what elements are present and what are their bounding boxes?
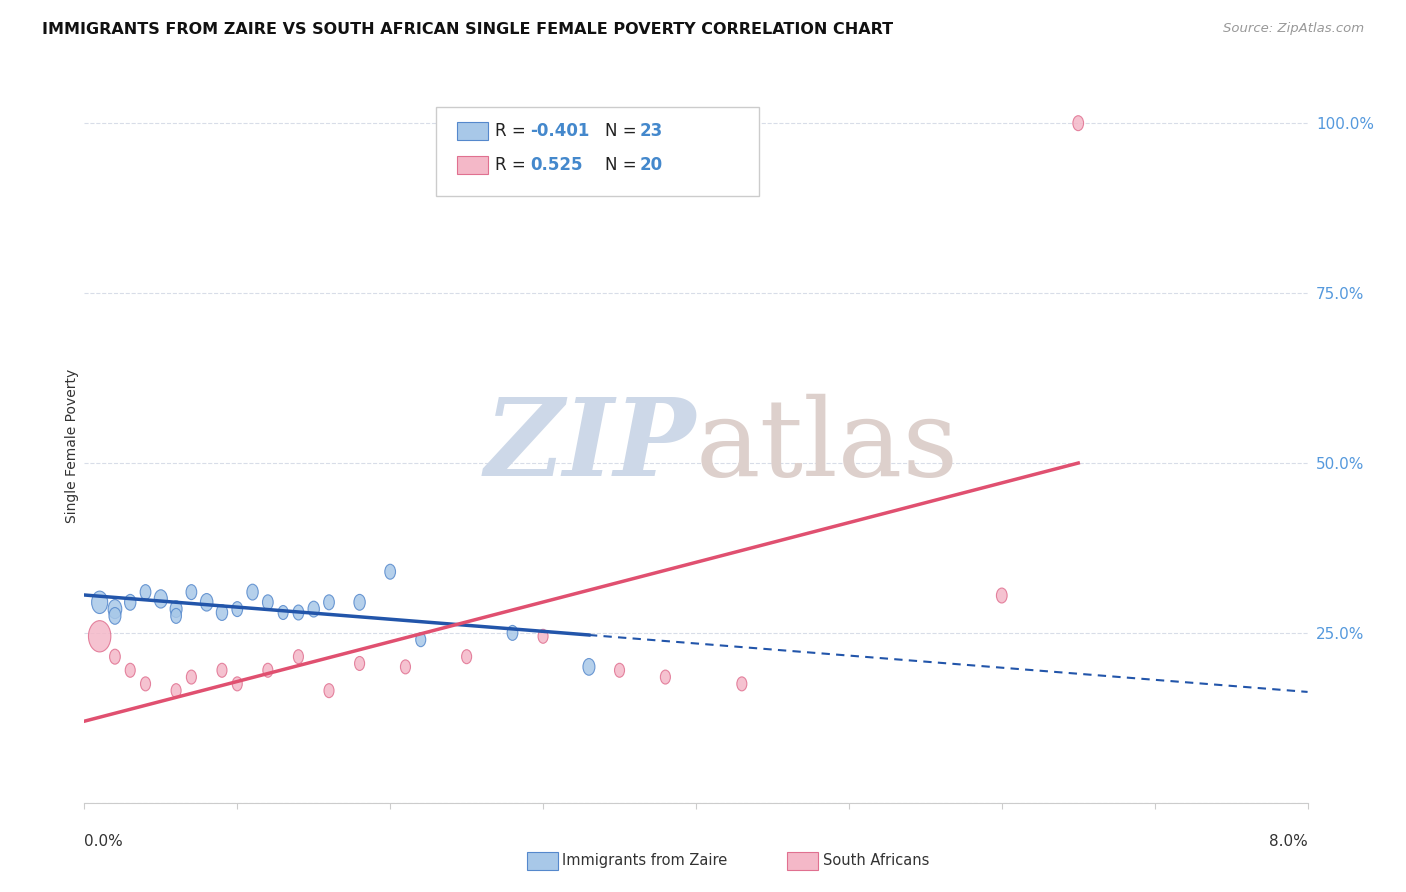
- Text: IMMIGRANTS FROM ZAIRE VS SOUTH AFRICAN SINGLE FEMALE POVERTY CORRELATION CHART: IMMIGRANTS FROM ZAIRE VS SOUTH AFRICAN S…: [42, 22, 893, 37]
- Ellipse shape: [508, 625, 517, 640]
- Text: ZIP: ZIP: [485, 393, 696, 499]
- Ellipse shape: [141, 677, 150, 691]
- Ellipse shape: [186, 584, 197, 599]
- Ellipse shape: [263, 595, 273, 610]
- Ellipse shape: [538, 629, 548, 643]
- Ellipse shape: [461, 649, 471, 664]
- Ellipse shape: [308, 601, 319, 617]
- Ellipse shape: [292, 605, 304, 620]
- Ellipse shape: [108, 607, 121, 624]
- Text: 0.0%: 0.0%: [84, 834, 124, 849]
- Ellipse shape: [247, 584, 259, 600]
- Ellipse shape: [997, 588, 1007, 603]
- Ellipse shape: [278, 606, 288, 620]
- Ellipse shape: [323, 595, 335, 610]
- Text: Immigrants from Zaire: Immigrants from Zaire: [562, 854, 728, 868]
- Text: N =: N =: [605, 156, 641, 174]
- Ellipse shape: [401, 660, 411, 673]
- Ellipse shape: [1073, 116, 1084, 130]
- Ellipse shape: [232, 677, 242, 691]
- Ellipse shape: [354, 657, 364, 671]
- Ellipse shape: [141, 584, 150, 599]
- Ellipse shape: [263, 664, 273, 677]
- Text: South Africans: South Africans: [823, 854, 929, 868]
- Ellipse shape: [354, 594, 366, 610]
- Ellipse shape: [201, 593, 212, 611]
- Text: R =: R =: [495, 122, 531, 140]
- Ellipse shape: [661, 670, 671, 684]
- Ellipse shape: [170, 600, 183, 617]
- Ellipse shape: [187, 670, 197, 684]
- Ellipse shape: [91, 591, 108, 614]
- Ellipse shape: [170, 608, 181, 624]
- Ellipse shape: [614, 664, 624, 677]
- Ellipse shape: [155, 590, 167, 608]
- Ellipse shape: [385, 565, 395, 579]
- Ellipse shape: [217, 605, 228, 621]
- Text: 8.0%: 8.0%: [1268, 834, 1308, 849]
- Ellipse shape: [737, 677, 747, 691]
- Text: -0.401: -0.401: [530, 122, 589, 140]
- Ellipse shape: [583, 658, 595, 675]
- Ellipse shape: [108, 599, 122, 619]
- Text: N =: N =: [605, 122, 641, 140]
- Text: 23: 23: [640, 122, 664, 140]
- Ellipse shape: [125, 594, 136, 610]
- Text: R =: R =: [495, 156, 531, 174]
- Ellipse shape: [323, 683, 335, 698]
- Ellipse shape: [294, 649, 304, 664]
- Text: Source: ZipAtlas.com: Source: ZipAtlas.com: [1223, 22, 1364, 36]
- Ellipse shape: [125, 664, 135, 677]
- Y-axis label: Single Female Poverty: Single Female Poverty: [65, 369, 79, 523]
- Text: 20: 20: [640, 156, 662, 174]
- Text: 0.525: 0.525: [530, 156, 582, 174]
- Ellipse shape: [416, 632, 426, 647]
- Ellipse shape: [217, 664, 226, 677]
- Text: atlas: atlas: [696, 393, 959, 499]
- Ellipse shape: [232, 601, 243, 616]
- Ellipse shape: [89, 621, 111, 652]
- Ellipse shape: [110, 649, 121, 665]
- Ellipse shape: [172, 683, 181, 698]
